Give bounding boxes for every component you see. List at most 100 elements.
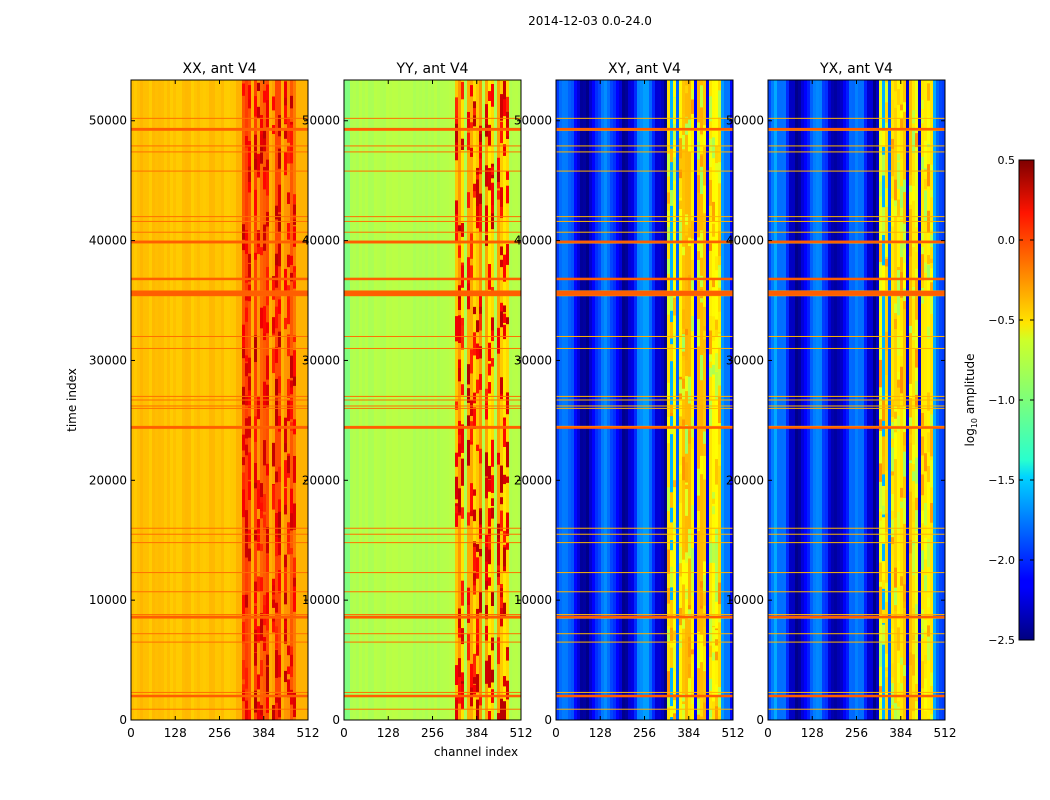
panel-yy: YY, ant V4 0 128 256 384 512 0 10000 20000 30000 4… <box>302 61 533 740</box>
flagged-row <box>768 633 945 635</box>
flagged-row-strong <box>768 615 945 619</box>
x-tick-label: 0 <box>340 726 348 740</box>
x-tick-label: 128 <box>164 726 187 740</box>
x-tick-label: 384 <box>465 726 488 740</box>
x-tick-label: 256 <box>208 726 231 740</box>
heatmap-image <box>344 80 521 720</box>
x-tick-label: 128 <box>801 726 824 740</box>
flagged-row <box>768 231 945 233</box>
flagged-row <box>131 708 308 710</box>
flagged-row-strong <box>344 290 521 296</box>
flagged-row-strong <box>344 426 521 429</box>
flagged-row <box>344 231 521 233</box>
flagged-row <box>131 407 308 409</box>
flagged-row-strong <box>344 127 521 131</box>
x-tick-label: 0 <box>127 726 135 740</box>
x-tick-label: 128 <box>377 726 400 740</box>
y-axis-label: time index <box>65 368 79 432</box>
flagged-row <box>131 527 308 529</box>
flagged-row <box>344 151 521 153</box>
x-tick-label: 256 <box>421 726 444 740</box>
panel-title: YY, ant V4 <box>396 61 469 77</box>
flagged-row <box>344 399 521 401</box>
colorbar-label-base: log <box>963 428 977 446</box>
x-tick-label: 0 <box>552 726 560 740</box>
flagged-row <box>131 542 308 544</box>
x-axis-label: channel index <box>434 745 518 759</box>
flagged-row <box>131 533 308 535</box>
flagged-row <box>131 170 308 172</box>
y-tick-label: 10000 <box>726 593 764 607</box>
colorbar-tick-label: 0.5 <box>998 154 1016 167</box>
panel-xy: XY, ant V4 0 128 256 384 512 0 10000 20000 30000 4… <box>514 61 745 740</box>
flagged-row <box>556 708 733 710</box>
heatmap-image <box>556 80 733 720</box>
y-tick-label: 40000 <box>514 234 552 248</box>
flagged-row <box>344 117 521 119</box>
flagged-row <box>556 335 733 337</box>
x-tick-label: 256 <box>633 726 656 740</box>
flagged-row-strong <box>556 240 733 244</box>
flagged-row <box>131 231 308 233</box>
y-tick-label: 50000 <box>726 114 764 128</box>
flagged-row-strong <box>556 694 733 698</box>
flagged-row <box>768 145 945 147</box>
flagged-row <box>131 399 308 401</box>
colorbar-label-rest: amplitude <box>963 354 977 418</box>
flagged-row <box>556 231 733 233</box>
x-tick-label: 384 <box>252 726 275 740</box>
flagged-row <box>768 335 945 337</box>
flagged-row <box>131 614 308 616</box>
flagged-row <box>344 347 521 349</box>
x-tick-label: 0 <box>764 726 772 740</box>
flagged-row-strong <box>768 277 945 281</box>
x-tick-label: 384 <box>889 726 912 740</box>
heatmap-image <box>768 80 945 720</box>
flagged-row <box>556 527 733 529</box>
flagged-row-strong <box>556 277 733 281</box>
flagged-row-strong <box>768 694 945 698</box>
y-tick-label: 0 <box>332 713 340 727</box>
x-tick-label: 384 <box>677 726 700 740</box>
heatmap-image <box>131 80 308 720</box>
flagged-row <box>556 395 733 397</box>
flagged-row <box>344 641 521 643</box>
flagged-row-strong <box>556 615 733 619</box>
y-tick-label: 20000 <box>89 473 127 487</box>
flagged-row-strong <box>131 694 308 698</box>
flagged-row-strong <box>556 426 733 429</box>
flagged-row-strong <box>131 127 308 131</box>
flagged-row <box>556 170 733 172</box>
flagged-row <box>556 151 733 153</box>
flagged-row <box>556 691 733 693</box>
flagged-row <box>768 399 945 401</box>
flagged-row <box>556 216 733 218</box>
flagged-row-strong <box>131 290 308 296</box>
y-tick-label: 10000 <box>302 593 340 607</box>
y-tick-label: 0 <box>756 713 764 727</box>
flagged-row <box>344 527 521 529</box>
flagged-row <box>131 151 308 153</box>
flagged-row <box>131 347 308 349</box>
flagged-row <box>556 220 733 222</box>
flagged-row-strong <box>556 290 733 296</box>
flagged-row <box>556 405 733 407</box>
flagged-row <box>131 145 308 147</box>
flagged-row <box>556 572 733 574</box>
flagged-row <box>344 407 521 409</box>
flagged-row <box>768 347 945 349</box>
flagged-row <box>768 533 945 535</box>
flagged-row <box>768 572 945 574</box>
flagged-row <box>344 691 521 693</box>
panel-title: XX, ant V4 <box>183 61 257 77</box>
flagged-row <box>131 220 308 222</box>
flagged-row <box>131 591 308 593</box>
panel-yx: YX, ant V4 0 128 256 384 512 0 10000 20000 30000 4… <box>726 61 957 740</box>
flagged-row <box>556 542 733 544</box>
flagged-row <box>131 405 308 407</box>
flagged-row-strong <box>344 615 521 619</box>
flagged-row <box>556 399 733 401</box>
y-tick-label: 20000 <box>514 473 552 487</box>
y-tick-label: 0 <box>544 713 552 727</box>
colorbar-tick-label: −2.5 <box>988 634 1015 647</box>
